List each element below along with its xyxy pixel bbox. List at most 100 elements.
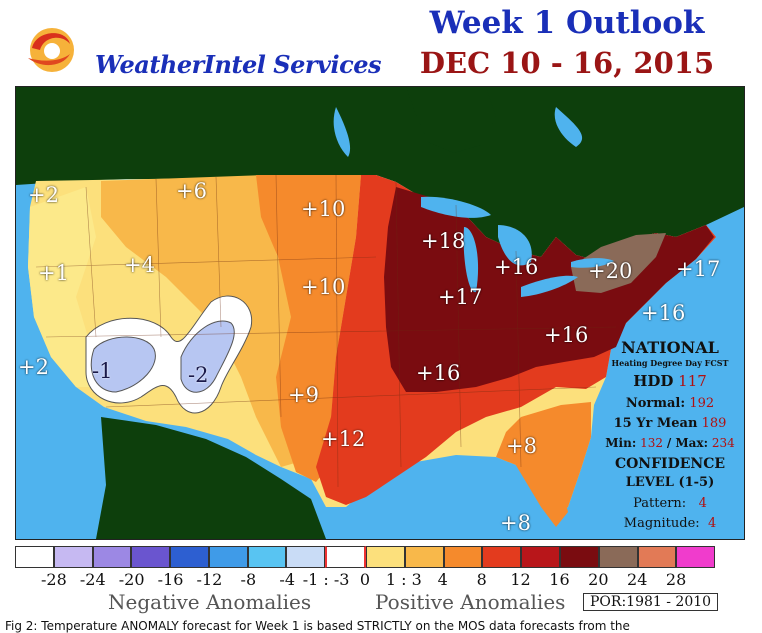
legend-tick-label: -1 : -3 [302,570,350,589]
pattern-line: Pattern: 4 [600,496,740,511]
legend-swatch [170,546,209,568]
brand-name: WeatherIntel Services [95,50,381,79]
hdd-line: HDD 117 [600,372,740,390]
plus20-zone [571,233,666,293]
minmax-line: Min: 132 / Max: 234 [600,436,740,450]
anomaly-label: +8 [500,511,531,535]
minus2-zone [180,320,235,393]
anomaly-label: +18 [421,229,466,253]
pattern-label: Pattern: [633,496,687,511]
anomaly-map-svg [16,87,744,539]
lake-huron [498,225,532,266]
state-borders [35,174,617,488]
legend-tick-label: 4 [437,570,448,589]
legend-tick-label: 12 [510,570,531,589]
legend-swatch [92,546,132,568]
legend-tick-label: 28 [665,570,687,589]
legend-tick-label: 24 [627,570,648,589]
anomaly-label: +16 [641,301,686,325]
weatherintel-logo-icon [28,28,74,72]
legend-swatch [637,546,677,568]
legend-tick-label: 8 [476,570,487,589]
max-value: 234 [711,436,735,450]
legend-tick-label: 20 [588,570,609,589]
legend-swatch [247,546,287,568]
legend-tick-label: -12 [196,570,223,589]
anomaly-label: +17 [438,285,483,309]
figure-caption: Fig 2: Temperature ANOMALY forecast for … [5,619,630,633]
legend-swatch [521,546,560,568]
anomaly-label: +20 [588,259,633,283]
magnitude-value: 4 [707,516,717,531]
anomaly-label: -1 [92,359,113,383]
legend-swatch [325,546,367,568]
southeast-plus8-zone [496,402,591,517]
magnitude-line: Magnitude: 4 [600,516,740,531]
legend-tick-label: 16 [549,570,570,589]
anomaly-label: +6 [176,179,207,203]
anomaly-label: +2 [28,183,59,207]
mean-line: 15 Yr Mean 189 [600,416,740,431]
lake-michigan [463,227,479,293]
temperature-anomaly-map: +2 +6 +10 +1 +4 +10 +18 +16 +17 +20 +17 … [15,86,745,540]
legend-ticks: -28 -24 -20 -16 -12 -8 -4 -1 : -3 0 1 : 3 4 8 12 16 20… [0,570,762,590]
magnitude-label: Magnitude: [623,516,700,531]
confidence-label: CONFIDENCE [614,456,726,472]
anomaly-label: +9 [288,383,319,407]
anomaly-label: +16 [416,361,461,385]
pattern-value: 4 [698,496,707,511]
anomaly-label: +2 [18,355,49,379]
legend-tick-label: 0 [359,570,371,589]
minus1-zone [90,336,156,393]
min-label: Min: [605,436,637,450]
normal-label: Normal: [625,396,686,411]
legend-swatch [676,546,716,568]
legend-swatch [131,546,171,568]
stats-heading: NATIONAL [621,338,719,357]
lake-erie [521,275,578,297]
min-value: 132 [640,436,663,450]
anomaly-label: +8 [506,434,537,458]
color-legend [15,546,716,568]
hudson-area [406,87,496,153]
legend-swatch [15,546,54,568]
legend-tick-label: -8 [240,570,257,589]
anomaly-label: +16 [544,323,589,347]
anomaly-label: +17 [676,257,721,281]
negative-anomalies-label: Negative Anomalies [108,590,312,614]
normal-value: 192 [689,396,715,411]
hdd-value: 117 [678,372,707,390]
anomaly-label: +16 [494,255,539,279]
lake-canada-2 [554,107,583,147]
legend-tick-label: 1 : 3 [385,570,422,589]
max-label: / Max: [666,436,709,450]
mexico-landmass [96,417,326,539]
legend-swatch [598,546,638,568]
florida [511,457,568,527]
legend-swatch [53,546,93,568]
anomaly-label: +12 [321,427,366,451]
plus8-zone [256,175,361,482]
stats-subheading: Heating Degree Day FCST [611,358,729,368]
period-of-record: POR:1981 - 2010 [583,593,719,611]
legend-swatch [208,546,248,568]
lake-canada-1 [333,107,351,157]
lake-ontario [571,258,614,268]
mean-value: 189 [701,416,727,431]
anomaly-label: +10 [301,275,346,299]
legend-swatch [404,546,444,568]
level-label: LEVEL (1-5) [625,475,715,490]
legend-tick-label: -16 [157,570,184,589]
legend-swatch [443,546,483,568]
legend-swatch [559,546,599,568]
legend-tick-label: -20 [118,570,145,589]
normal-line: Normal: 192 [600,396,740,411]
anomaly-label: -2 [188,363,209,387]
mean-label: 15 Yr Mean [613,416,698,431]
positive-anomalies-label: Positive Anomalies [375,590,566,614]
legend-tick-label: -24 [79,570,106,589]
legend-tick-label: -28 [40,570,67,589]
legend-tick-label: -4 [279,570,296,589]
legend-swatch [286,546,326,568]
legend-swatch [482,546,522,568]
